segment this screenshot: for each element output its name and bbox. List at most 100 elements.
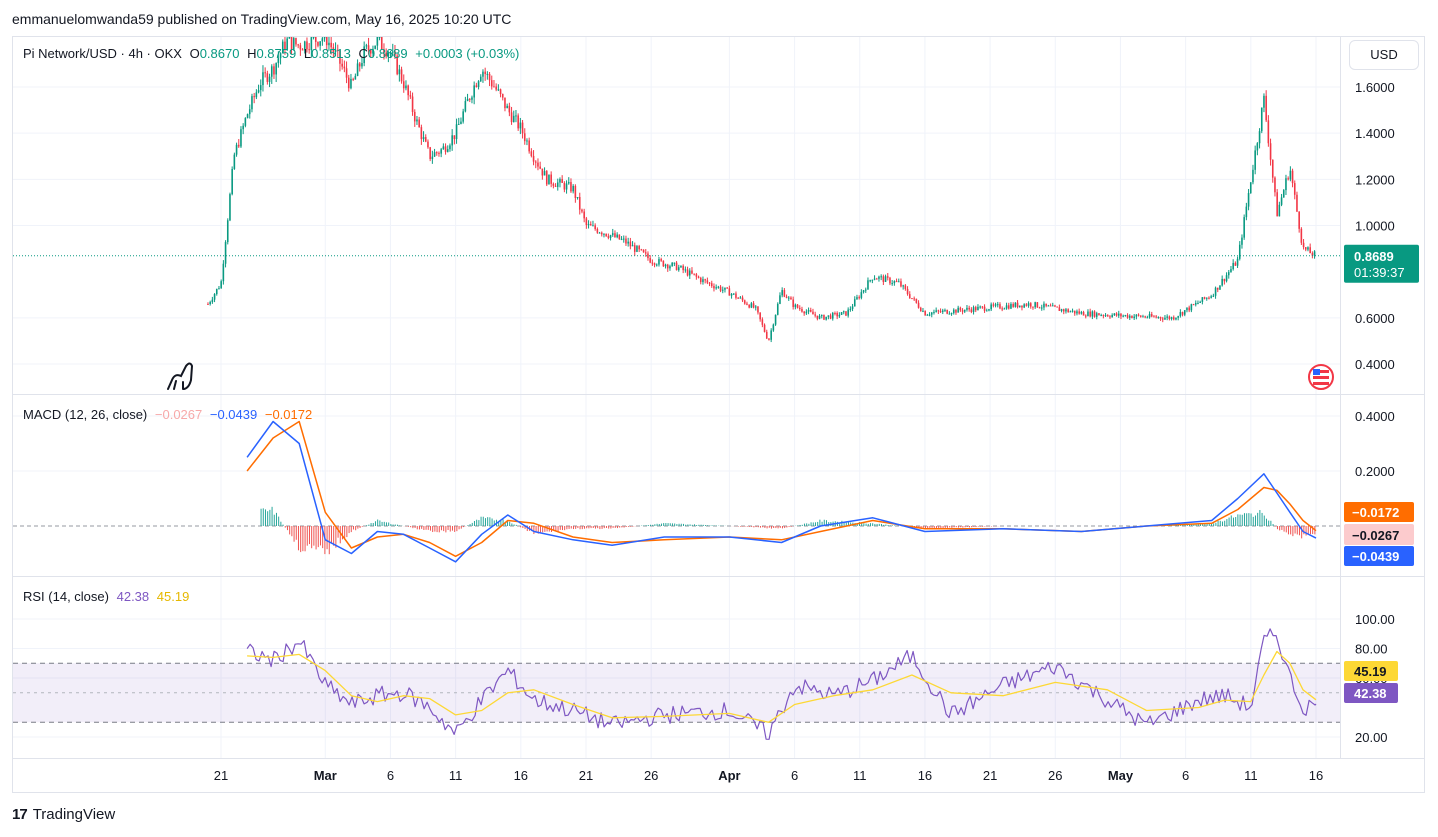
candle-body [585,218,588,226]
x-tick-label: 21 [214,768,228,783]
candle-body [1120,313,1122,317]
candle-body [926,314,929,316]
candle-body [1302,242,1305,248]
candle-body [836,312,838,317]
candle-body [352,78,354,80]
macd-name[interactable]: MACD (12, 26, close) [23,407,148,422]
candle-body [433,152,436,157]
candle-body [618,234,621,240]
candle-body [697,276,700,278]
candle-body [919,307,922,312]
candle-body [1016,302,1019,308]
candle-body [1078,311,1080,314]
candle-body [400,69,403,82]
x-tick-label: 26 [1048,768,1062,783]
candle-body [935,310,937,312]
candle-body [1126,315,1129,318]
candle-body [702,279,704,283]
candle-body [845,311,847,316]
candle-body [451,135,453,146]
candle-body [314,37,317,42]
candle-body [803,311,805,314]
x-tick-label: 21 [579,768,593,783]
price-badge [1344,244,1419,283]
candle-body [783,290,786,297]
candle-body [372,48,374,54]
candle-body [398,69,401,75]
candle-body [482,71,484,77]
candle-body [435,152,438,154]
macd-signal-badge-text: −0.0172 [1352,505,1399,520]
candle-body [1263,95,1265,108]
candle-body [449,145,451,150]
candle-body [695,274,698,277]
candle-body [1091,311,1094,317]
candle-body [805,311,808,314]
candle-body [1223,278,1226,282]
candle-body [851,306,854,309]
candle-body [229,194,231,221]
candle-body [1100,315,1102,317]
candle-body [1007,305,1010,309]
candle-body [1285,178,1287,191]
candle-body [341,63,343,67]
price-axis-tick: 0.6000 [1355,311,1395,326]
candle-body [1241,237,1243,245]
candle-body [1076,311,1078,314]
x-tick-label: 6 [387,768,394,783]
rsi-name[interactable]: RSI (14, close) [23,589,109,604]
candle-body [853,299,856,307]
x-tick-label: 21 [983,768,997,783]
candle-body [1027,303,1030,306]
candle-body [829,315,832,319]
candle-body [332,47,335,52]
candle-body [1210,296,1212,298]
rsi-badge-text: 42.38 [1354,686,1387,701]
candle-body [809,309,812,312]
candle-body [297,44,299,46]
currency-button[interactable]: USD [1349,40,1419,70]
macd-hist-badge [1344,524,1414,545]
candle-body [1313,251,1316,256]
candle-body [1153,316,1155,318]
candle-body [328,42,330,46]
candle-body [1014,302,1017,307]
rsi-ma-value: 45.19 [156,589,190,604]
candle-body [807,309,810,312]
candle-body [464,101,467,112]
candle-body [561,179,563,183]
candle-body [220,281,222,289]
candle-body [937,310,940,312]
candle-body [735,293,737,298]
candle-body [391,51,394,53]
candle-body [1010,303,1012,309]
candle-body [1227,272,1230,276]
candle-body [1113,313,1116,316]
candle-body [361,63,363,67]
candle-body [631,245,634,247]
candle-body [1234,262,1237,266]
candle-body [946,309,948,314]
candle-body [838,314,841,317]
candle-body [966,307,968,310]
candle-body [350,78,352,89]
candle-body [550,174,552,184]
candle-body [1181,312,1184,315]
candle-body [554,185,557,187]
macd-hist-value: −0.0267 [154,407,203,422]
candle-body [556,182,559,187]
candle-body [794,304,797,307]
candle-body [1216,287,1219,290]
macd-signal-value: −0.0172 [264,407,313,422]
candle-body [941,310,944,313]
candle-body [563,182,566,190]
candle-body [996,304,999,306]
rsi-band-fill [13,663,1340,723]
symbol-label[interactable]: Pi Network/USD · 4h · OKX [23,46,182,61]
candle-body [376,37,379,46]
candle-body [726,287,728,289]
candle-body [446,149,449,152]
candle-body [312,37,315,38]
candle-body [552,183,555,186]
